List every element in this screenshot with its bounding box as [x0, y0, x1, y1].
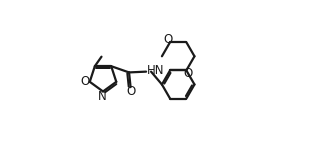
Text: O: O	[126, 85, 135, 98]
Text: HN: HN	[147, 64, 164, 77]
Text: O: O	[164, 33, 173, 46]
Text: O: O	[81, 75, 90, 88]
Text: N: N	[98, 90, 107, 103]
Text: O: O	[183, 67, 193, 80]
